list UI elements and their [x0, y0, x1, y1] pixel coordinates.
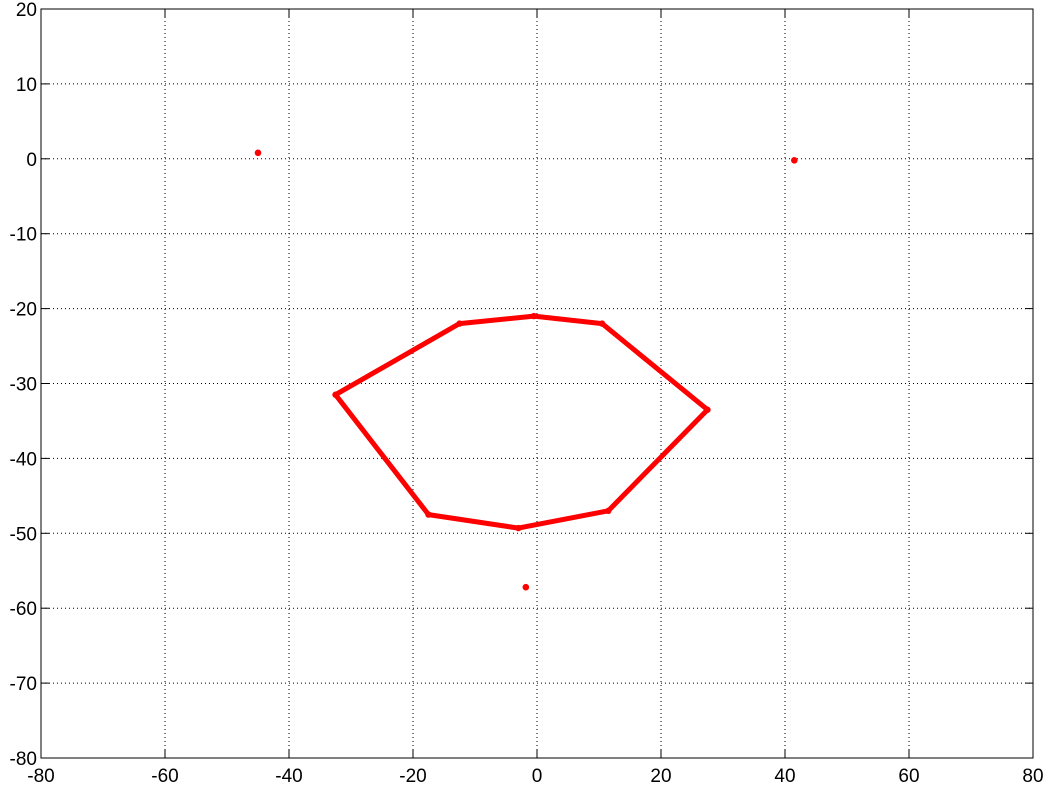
polygon-vertex	[515, 524, 522, 532]
x-tick-label: 20	[650, 766, 671, 787]
y-tick-label: -60	[10, 599, 37, 620]
y-tick-label: 20	[16, 0, 37, 21]
y-axis: 20 10 0 -10 -20 -30 -40 -50 -60 -70 -80	[10, 0, 1033, 770]
series	[254, 149, 798, 591]
x-tick-label: 40	[774, 766, 795, 787]
x-tick-label: -40	[275, 766, 302, 787]
x-tick-label: -20	[399, 766, 426, 787]
polygon-vertex	[598, 320, 606, 327]
y-tick-label: -80	[10, 749, 37, 770]
y-tick-label: -70	[10, 674, 37, 695]
scatter-point	[254, 149, 262, 157]
y-tick-label: -50	[10, 524, 37, 545]
y-tick-label: -20	[10, 300, 37, 321]
polygon-vertex	[605, 507, 612, 515]
x-tick-label: 60	[898, 766, 919, 787]
y-tick-label: -40	[10, 449, 37, 470]
polygon-vertex	[530, 312, 538, 320]
polygon-vertex	[704, 406, 711, 413]
x-tick-label: -80	[27, 766, 54, 787]
y-tick-label: 0	[26, 150, 37, 171]
x-axis: -80 -60 -40 -20 0 20 40 60 80	[27, 9, 1044, 787]
scatter-point	[522, 583, 530, 591]
scatter-point	[791, 156, 798, 164]
x-tick-label: 80	[1022, 766, 1043, 787]
y-tick-label: -30	[10, 375, 37, 396]
polygon-vertex	[425, 511, 432, 518]
polygon-vertex	[332, 391, 339, 398]
y-tick-label: -10	[10, 225, 37, 246]
y-tick-label: 10	[16, 75, 37, 96]
x-tick-label: 0	[532, 766, 543, 787]
x-tick-label: -60	[151, 766, 178, 787]
grid	[41, 9, 1033, 758]
polygon-vertex	[456, 320, 463, 327]
